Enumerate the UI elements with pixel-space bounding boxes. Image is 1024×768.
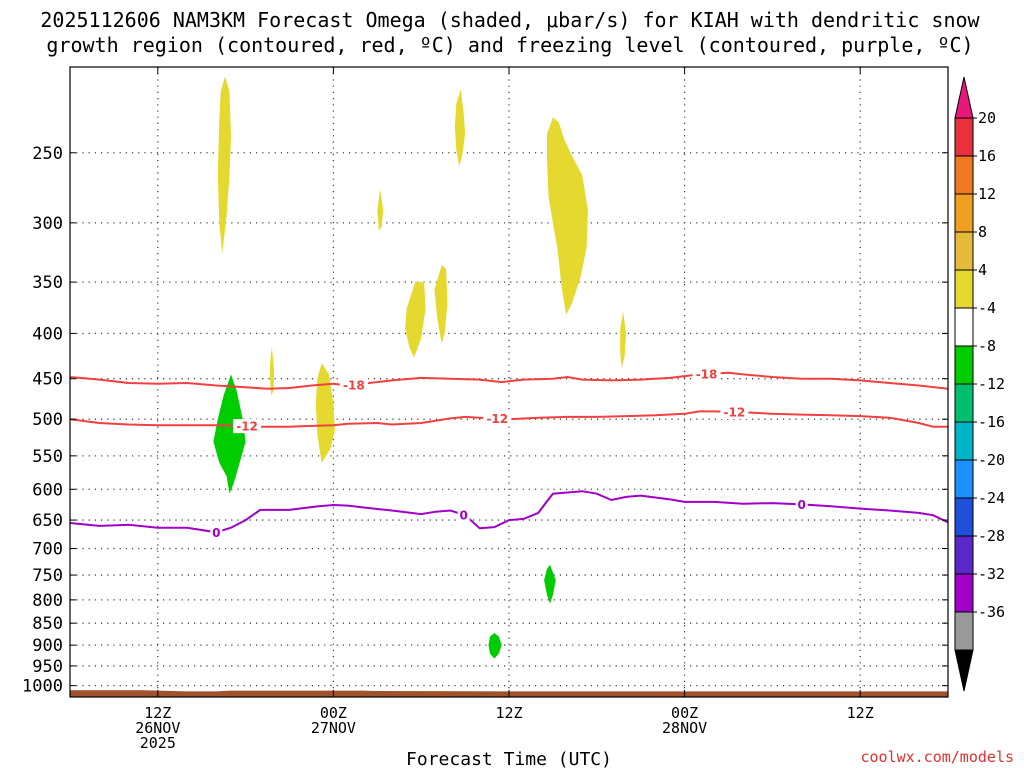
colorbar-top-triangle (954, 76, 974, 119)
contour-line--18 (69, 371, 949, 390)
contour-label: 0 (459, 508, 467, 522)
contour-label-bg (233, 419, 262, 434)
colorbar-swatch (954, 497, 974, 537)
y-tick-label: 650 (32, 511, 63, 531)
contour-label: -18 (696, 367, 718, 381)
contour-label-bg (457, 507, 470, 522)
y-tick-label: 800 (32, 591, 63, 611)
colorbar-swatch (954, 345, 974, 385)
x-tick-label: 12Z (144, 704, 171, 722)
contour-label-bg (720, 404, 749, 419)
colorbar-bottom-triangle (954, 649, 974, 692)
chart-title-line-1: 2025112606 NAM3KM Forecast Omega (shaded… (40, 8, 980, 32)
contour-label-bg (210, 525, 223, 540)
colorbar-label: 12 (978, 185, 996, 203)
omega-region (269, 347, 275, 396)
x-tick-label: 12Z (847, 704, 874, 722)
contour-label: -12 (236, 420, 258, 434)
colorbar-label: -12 (978, 375, 1005, 393)
colorbar-label: -24 (978, 489, 1005, 507)
colorbar-swatch (954, 269, 974, 309)
contour-label: -12 (486, 412, 508, 426)
colorbar-swatch (954, 611, 974, 651)
y-tick-label: 950 (32, 657, 63, 677)
axes: 2503003504004505005506006507007508008509… (22, 67, 948, 752)
colorbar-label: -36 (978, 603, 1005, 621)
colorbar-swatch (954, 155, 974, 195)
contour-label: 0 (212, 526, 220, 540)
colorbar-swatch (954, 231, 974, 271)
y-tick-label: 450 (32, 370, 63, 390)
x-tick-label: 27NOV (311, 719, 356, 737)
colorbar-swatch (954, 535, 974, 575)
colorbar-swatch (954, 117, 974, 157)
colorbar-label: 20 (978, 109, 996, 127)
colorbar-swatch (954, 193, 974, 233)
colorbar-label: 8 (978, 223, 987, 241)
y-tick-label: 350 (32, 273, 63, 293)
x-tick-label: 26NOV (135, 719, 180, 737)
colorbar-label: -28 (978, 527, 1005, 545)
y-tick-label: 700 (32, 540, 63, 560)
omega-region (405, 282, 426, 358)
y-tick-label: 850 (32, 614, 63, 634)
contour-line-0 (69, 490, 949, 534)
y-tick-label: 300 (32, 214, 63, 234)
y-tick-label: 1000 (22, 677, 63, 697)
y-tick-label: 500 (32, 410, 63, 430)
x-tick-label: 00Z (320, 704, 347, 722)
x-axis-label: Forecast Time (UTC) (406, 749, 612, 768)
contour-label-bg (692, 366, 721, 381)
omega-region (217, 76, 231, 254)
colorbar-swatch (954, 573, 974, 613)
grid-lines (70, 67, 948, 697)
colorbar-label: 4 (978, 261, 987, 279)
colorbar-swatch (954, 307, 974, 347)
contour-label-bg (795, 497, 808, 512)
colorbar: 20 16 12 8 4 -4 -8 -12 -16 -20 -24 -28 -32 -36 (954, 76, 1005, 692)
omega-region (454, 89, 466, 167)
contour-lines: -18 -18 -12 -12 -12 0 0 0 (69, 366, 949, 540)
y-tick-label: 250 (32, 144, 63, 164)
colorbar-label: -32 (978, 565, 1005, 583)
y-tick-label: 600 (32, 480, 63, 500)
contour-label: -18 (343, 378, 365, 392)
omega-region (620, 311, 627, 369)
chart-title-line-2: growth region (contoured, red, ºC) and f… (46, 33, 973, 57)
y-tick-label: 400 (32, 324, 63, 344)
contour-label-bg (483, 411, 512, 426)
y-tick-label: 750 (32, 566, 63, 586)
omega-region (213, 374, 246, 494)
credit-link[interactable]: coolwx.com/models (860, 748, 1014, 766)
omega-region (315, 363, 335, 463)
colorbar-swatch (954, 459, 974, 499)
colorbar-swatch (954, 421, 974, 461)
contour-label: -12 (724, 405, 746, 419)
colorbar-swatch (954, 383, 974, 423)
colorbar-label: -8 (978, 337, 996, 355)
x-tick-label: 2025 (140, 734, 176, 752)
x-tick-label: 28NOV (662, 719, 707, 737)
x-tick-label: 00Z (671, 704, 698, 722)
colorbar-label: 16 (978, 147, 996, 165)
colorbar-label: -20 (978, 451, 1005, 469)
contour-label: 0 (797, 498, 805, 512)
omega-region (544, 564, 556, 604)
y-tick-label: 550 (32, 447, 63, 467)
omega-region (547, 117, 588, 315)
colorbar-label: -16 (978, 413, 1005, 431)
y-tick-label: 900 (32, 636, 63, 656)
omega-region (434, 265, 448, 344)
omega-shaded-regions (213, 76, 627, 659)
omega-region (377, 189, 384, 231)
colorbar-label: -4 (978, 299, 996, 317)
omega-region (488, 633, 502, 659)
x-tick-label: 12Z (495, 704, 522, 722)
contour-label-bg (339, 377, 368, 392)
